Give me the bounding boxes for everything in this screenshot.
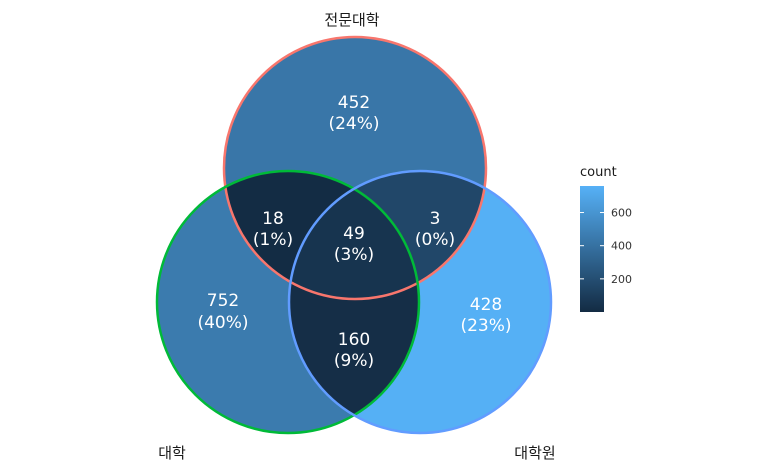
count-label-only-c: 428 — [470, 295, 502, 315]
percent-label-only-c: (23%) — [460, 316, 511, 336]
percent-label-only-b: (40%) — [197, 313, 248, 333]
legend-tick-label: 200 — [611, 273, 632, 286]
percent-label-a-b: (1%) — [253, 230, 293, 250]
set-label-c: 대학원 — [514, 444, 555, 462]
set-label-b: 대학 — [158, 444, 186, 462]
count-label-a-b: 18 — [262, 209, 284, 229]
count-label-a-b-c: 49 — [343, 224, 365, 244]
percent-label-a-b-c: (3%) — [334, 245, 374, 265]
percent-label-only-a: (24%) — [328, 114, 379, 134]
color-legend: count 200 400 600 — [580, 165, 632, 312]
legend-colorbar — [580, 186, 604, 312]
count-label-a-c: 3 — [430, 209, 441, 229]
legend-title: count — [580, 165, 617, 180]
legend-tick-label: 600 — [611, 207, 632, 220]
set-label-a: 전문대학 — [324, 11, 379, 29]
count-label-only-b: 752 — [207, 291, 239, 311]
percent-label-a-c: (0%) — [415, 230, 455, 250]
percent-label-b-c: (9%) — [334, 351, 374, 371]
count-label-b-c: 160 — [338, 330, 370, 350]
legend-tick-label: 400 — [611, 240, 632, 253]
count-label-only-a: 452 — [338, 93, 370, 113]
